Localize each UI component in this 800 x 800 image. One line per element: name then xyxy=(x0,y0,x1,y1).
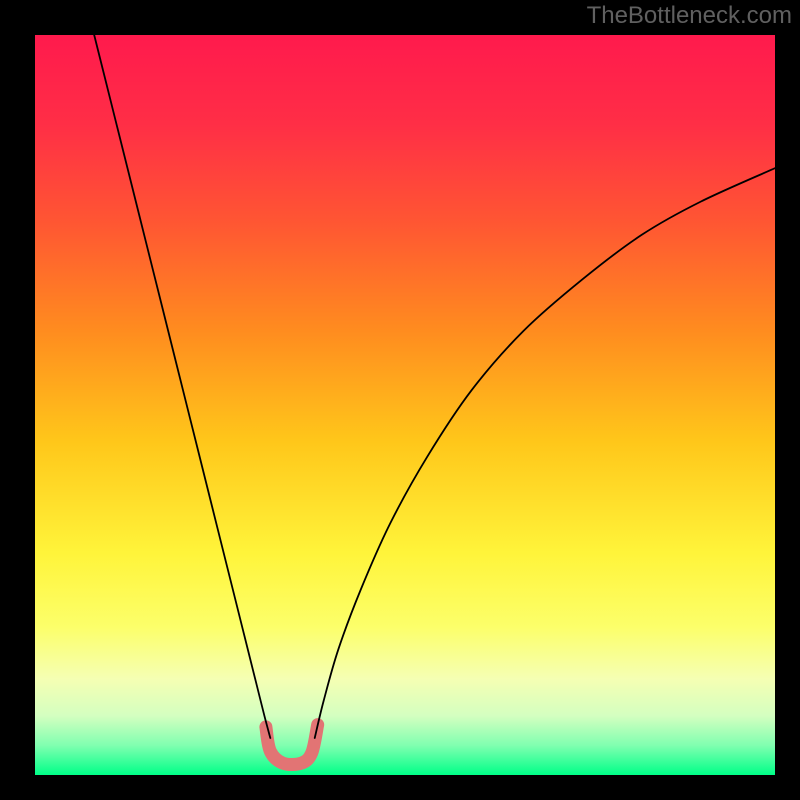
plot-svg xyxy=(0,0,800,800)
gradient-background xyxy=(35,35,775,775)
chart-stage: TheBottleneck.com xyxy=(0,0,800,800)
